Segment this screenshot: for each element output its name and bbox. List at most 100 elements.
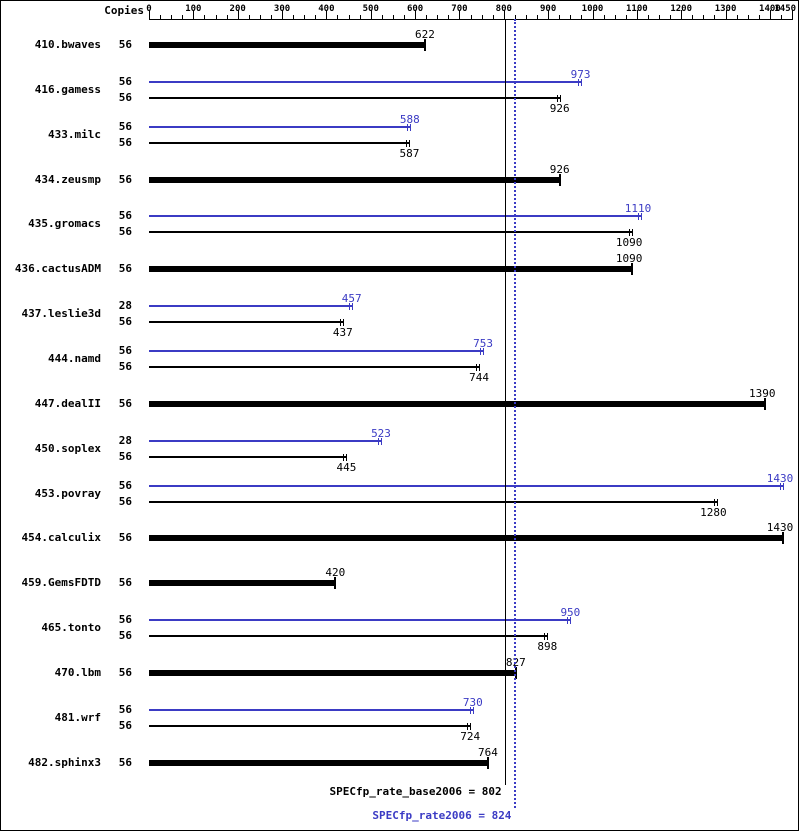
base-bar (149, 500, 717, 503)
base-value-label: 1090 (615, 236, 643, 250)
bar-end-cap (638, 213, 640, 221)
x-axis-minor-tick (759, 15, 760, 19)
benchmark-name: 447.dealII (34, 396, 101, 410)
copies-value: 56 (118, 38, 132, 51)
peak-bar (149, 439, 381, 442)
x-axis-major-tick (459, 10, 460, 19)
base-value-label: 420 (325, 566, 346, 580)
x-axis-minor-tick (737, 15, 738, 19)
bar-end-cap (544, 633, 546, 641)
copies-value: 56 (118, 119, 132, 133)
x-axis-minor-tick (615, 15, 616, 19)
x-axis-tick-label: 800 (495, 4, 512, 14)
copies-column-header: Copies (104, 4, 144, 17)
bar-end-cap (783, 482, 785, 490)
x-axis-minor-tick (437, 15, 438, 19)
base-value-label: 622 (414, 28, 435, 41)
x-axis-minor-tick (448, 15, 449, 19)
bar-end-cap (409, 139, 411, 147)
bar-end-cap (547, 633, 549, 641)
peak-value-label: 753 (473, 336, 493, 350)
copies-value: 56 (118, 531, 132, 545)
base-value-label: 445 (336, 460, 357, 474)
peak-value-label: 588 (399, 112, 420, 126)
single-bar (149, 535, 784, 542)
bar-end-cap (580, 78, 582, 86)
peak-value-label: 457 (341, 292, 362, 306)
copies-value: 28 (118, 433, 132, 447)
bar-end-cap (629, 229, 631, 237)
bar-end-cap (631, 263, 634, 276)
single-bar (149, 266, 633, 273)
peak-bar (149, 619, 571, 622)
single-bar (149, 176, 560, 183)
x-axis-tick-label: 0 (146, 4, 152, 14)
base-bar (149, 141, 410, 144)
x-axis-major-tick (726, 10, 727, 19)
x-axis-major-tick (770, 10, 771, 19)
bar-end-cap (423, 39, 426, 51)
copies-value: 56 (118, 613, 132, 627)
bar-end-cap (467, 722, 469, 730)
x-axis-minor-tick (393, 15, 394, 19)
x-axis-minor-tick (404, 15, 405, 19)
benchmark-name: 470.lbm (54, 665, 101, 679)
peak-value-label: 973 (570, 67, 591, 81)
x-axis-minor-tick (714, 15, 715, 19)
bar-end-cap (334, 577, 337, 590)
base-value-label: 926 (549, 101, 570, 115)
x-axis-minor-tick (537, 15, 538, 19)
bar-end-cap (380, 437, 382, 445)
peak-bar (149, 125, 410, 128)
x-axis-minor-tick (659, 15, 660, 19)
bar-end-cap (478, 363, 480, 371)
base-value-label: 1390 (748, 386, 776, 400)
bar-end-cap (556, 94, 558, 102)
peak-bar (149, 349, 483, 352)
base-reference-line (505, 19, 506, 785)
bar-end-cap (351, 303, 353, 311)
copies-value: 56 (118, 359, 132, 373)
bar-end-cap (482, 347, 484, 355)
x-axis-minor-tick (204, 15, 205, 19)
peak-bar (149, 80, 581, 83)
x-axis-major-tick (504, 10, 505, 19)
x-axis-minor-tick (526, 15, 527, 19)
x-axis-tick-label: 400 (318, 4, 335, 14)
benchmark-name: 433.milc (48, 127, 101, 141)
x-axis-minor-tick (692, 15, 693, 19)
x-axis-major-tick (282, 10, 283, 19)
x-axis-minor-tick (271, 15, 272, 19)
base-value-label: 1280 (700, 505, 727, 519)
benchmark-name: 435.gromacs (28, 217, 101, 231)
x-axis-minor-tick (227, 15, 228, 19)
x-axis-minor-tick (781, 15, 782, 19)
peak-value-label: 950 (560, 606, 581, 620)
x-axis-tick-label: 1200 (670, 4, 693, 14)
x-axis-minor-tick (182, 15, 183, 19)
bar-end-cap (716, 498, 718, 506)
peak-value-label: 523 (371, 426, 391, 440)
x-axis-major-tick (238, 10, 239, 19)
copies-value: 56 (118, 755, 132, 769)
benchmark-name: 437.leslie3d (21, 307, 101, 321)
peak-bar (149, 484, 784, 487)
x-axis-tick-label: 200 (229, 4, 246, 14)
base-bar (149, 455, 347, 458)
base-value-label: 724 (460, 729, 481, 743)
x-axis-minor-tick (337, 15, 338, 19)
x-axis-minor-tick (581, 15, 582, 19)
x-axis-minor-tick (249, 15, 250, 19)
x-axis-minor-tick (703, 15, 704, 19)
x-axis-tick-label: 500 (362, 4, 379, 14)
base-value-label: 437 (332, 326, 353, 340)
bar-end-cap (406, 123, 408, 131)
copies-value: 56 (118, 449, 132, 463)
benchmark-name: 454.calculix (21, 531, 101, 545)
copies-value: 56 (118, 90, 132, 104)
peak-value-label: 730 (462, 695, 483, 709)
x-axis-minor-tick (260, 15, 261, 19)
x-axis-line (149, 19, 794, 20)
base-bar (149, 724, 471, 727)
